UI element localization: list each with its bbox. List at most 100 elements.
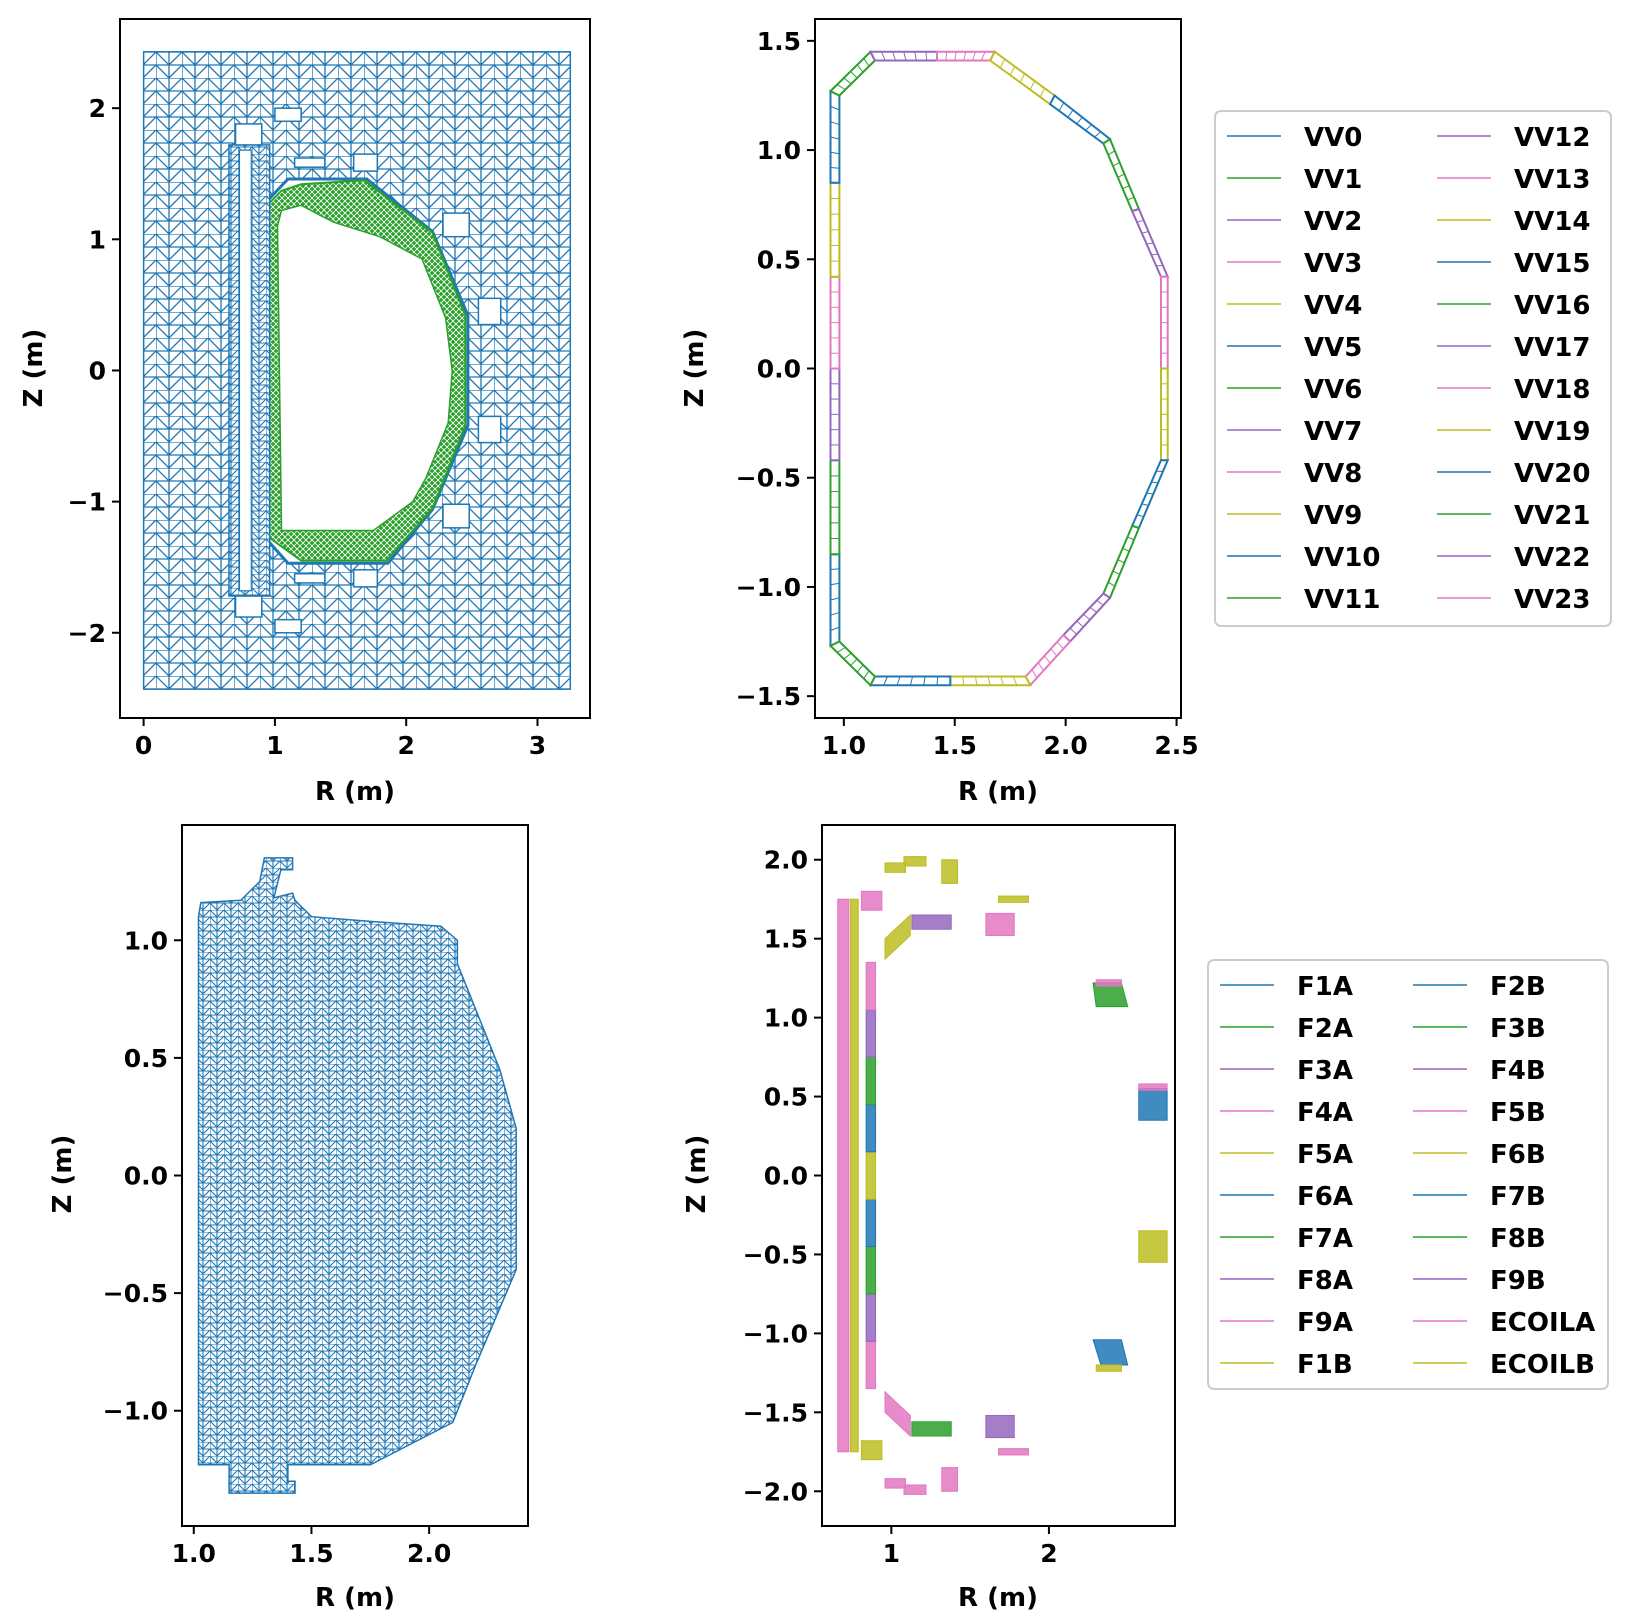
coil-mark bbox=[865, 1056, 877, 1105]
coil-mark bbox=[1138, 1088, 1168, 1121]
vessel-mesh-edge bbox=[1039, 87, 1046, 98]
vessel-mesh-edge bbox=[1122, 547, 1130, 552]
x-tick-label: 2.0 bbox=[407, 1539, 451, 1568]
y-axis-label: Z (m) bbox=[19, 329, 49, 408]
vessel-mesh-edge bbox=[980, 51, 986, 61]
vessel-mesh-edge bbox=[1019, 73, 1026, 83]
y-tick-label: −1 bbox=[68, 488, 106, 517]
vessel-mesh-edge bbox=[963, 51, 967, 61]
coil-mark bbox=[1138, 1083, 1168, 1091]
vessel-mesh-edge bbox=[856, 64, 864, 73]
x-tick-label: 2.5 bbox=[1154, 731, 1198, 760]
coil-mark bbox=[903, 1484, 927, 1495]
vessel-mesh-edge bbox=[830, 611, 840, 616]
coil-mark bbox=[884, 1478, 907, 1489]
vessel-mesh-edge bbox=[1009, 66, 1016, 76]
axes-frame bbox=[119, 18, 591, 719]
y-tick-label: −1.5 bbox=[736, 682, 801, 711]
coil-hole bbox=[234, 595, 263, 618]
coil-marks bbox=[837, 856, 1168, 1495]
y-tick-label: 2.0 bbox=[764, 846, 808, 875]
legend-label: F8B bbox=[1490, 1224, 1546, 1254]
coil-mark bbox=[865, 1103, 877, 1153]
vessel-mesh-edge bbox=[1067, 109, 1074, 118]
legend-label: F6B bbox=[1490, 1140, 1546, 1170]
vessel-mesh-edge bbox=[1050, 648, 1058, 657]
vessel-mesh-edge bbox=[1127, 536, 1135, 541]
plasma-region-mesh bbox=[197, 857, 517, 1494]
vessel-mesh-edge bbox=[923, 676, 926, 686]
mesh-marks bbox=[142, 51, 572, 690]
y-tick-label: 0.5 bbox=[124, 1044, 168, 1073]
coil-mark bbox=[865, 1293, 877, 1342]
x-tick-label: 1 bbox=[266, 731, 283, 760]
vessel-mesh-edge bbox=[945, 51, 948, 61]
vessel-mesh-edge bbox=[1063, 634, 1071, 642]
vessel-mesh-edge bbox=[1076, 620, 1084, 628]
y-axis-label: Z (m) bbox=[682, 1135, 712, 1214]
y-tick-label: 0.5 bbox=[764, 1083, 808, 1112]
vessel-mesh-edge bbox=[836, 84, 846, 91]
vessel-mesh-edge bbox=[1103, 138, 1111, 144]
y-tick-label: 0.0 bbox=[764, 1162, 808, 1191]
legend-label: VV6 bbox=[1304, 375, 1362, 405]
vessel-mesh-edge bbox=[830, 582, 840, 586]
y-tick-label: 1.5 bbox=[764, 925, 808, 954]
vessel-mesh-edge bbox=[1058, 102, 1065, 112]
coil-mark bbox=[884, 1390, 911, 1438]
y-tick-label: 0.0 bbox=[124, 1162, 168, 1191]
vessel-mesh-edge bbox=[850, 71, 858, 79]
tick-group: 0 1 2 3 −2 −1 0 1 2 bbox=[68, 94, 547, 760]
y-axis-label: Z (m) bbox=[680, 329, 710, 408]
coil-hole bbox=[352, 569, 379, 588]
vessel-mesh-edge bbox=[1136, 514, 1144, 518]
vessel-mesh-edge bbox=[1151, 481, 1159, 484]
coil-hole bbox=[274, 618, 302, 634]
solenoid-gap bbox=[238, 149, 252, 592]
coil-mark bbox=[1095, 1364, 1122, 1372]
y-tick-label: 1.0 bbox=[124, 926, 168, 955]
vessel-mesh-edge bbox=[1056, 641, 1064, 650]
plot-area bbox=[815, 19, 1181, 718]
y-tick-label: −0.5 bbox=[103, 1279, 168, 1308]
coil-hole bbox=[234, 123, 263, 146]
vessel-mesh-edge bbox=[883, 676, 888, 686]
legend-label: VV23 bbox=[1514, 585, 1590, 615]
mesh-marks bbox=[197, 857, 517, 1494]
x-tick-label: 1.5 bbox=[289, 1539, 333, 1568]
legend-label: VV9 bbox=[1304, 501, 1362, 531]
vessel-mesh-edge bbox=[1031, 669, 1038, 679]
coil-hole bbox=[477, 415, 502, 444]
vessel-mesh-edge bbox=[1037, 662, 1044, 671]
vessel-mesh-edge bbox=[909, 676, 914, 686]
legend-label: F5B bbox=[1490, 1098, 1546, 1128]
coil-mark bbox=[985, 912, 1015, 937]
legend-frame bbox=[1207, 959, 1609, 1390]
x-axis-label: R (m) bbox=[315, 777, 395, 807]
vessel-mesh-edge bbox=[863, 670, 870, 679]
coil-hole bbox=[442, 212, 470, 238]
legend-label: VV17 bbox=[1514, 333, 1590, 363]
panel-plasma-mesh: 1.0 1.5 2.0 −1.0 −0.5 0.0 0.5 1.0 R (m) Z (m) bbox=[48, 824, 529, 1613]
coil-mark bbox=[903, 856, 927, 867]
vessel-mesh-edge bbox=[1083, 613, 1091, 621]
coil-mark bbox=[865, 1246, 877, 1295]
legend-label: VV22 bbox=[1514, 543, 1590, 573]
x-axis-label: R (m) bbox=[958, 1583, 1038, 1613]
x-axis-label: R (m) bbox=[315, 1583, 395, 1613]
y-tick-label: −1.5 bbox=[743, 1398, 808, 1427]
y-tick-label: 0 bbox=[89, 356, 106, 385]
legend-label: VV0 bbox=[1304, 123, 1362, 153]
coil-mark bbox=[911, 914, 952, 930]
legend-label: VV5 bbox=[1304, 333, 1362, 363]
vessel-mesh-edge bbox=[856, 664, 864, 673]
legend-label: F4B bbox=[1490, 1056, 1546, 1086]
legend: VV0 VV1 VV2 VV3 VV4 VV5 VV6 VV7 VV8 VV9 VV10 VV11 VV… bbox=[1214, 110, 1612, 627]
vessel-mesh-edge bbox=[870, 676, 876, 686]
legend-label: F9A bbox=[1297, 1308, 1353, 1338]
legend-label: VV2 bbox=[1304, 207, 1362, 237]
plot-area bbox=[822, 825, 1175, 1526]
legend-label: F5A bbox=[1297, 1140, 1353, 1170]
vessel-mesh-edge bbox=[843, 652, 852, 660]
vessel-mesh-edge bbox=[830, 597, 840, 601]
